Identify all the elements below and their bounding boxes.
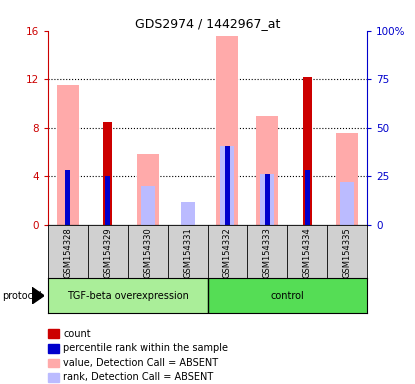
Text: GSM154331: GSM154331 <box>183 227 192 278</box>
Bar <box>340 182 354 225</box>
Text: rank, Detection Call = ABSENT: rank, Detection Call = ABSENT <box>63 372 214 382</box>
Bar <box>261 174 274 225</box>
Bar <box>220 146 234 225</box>
Bar <box>141 186 154 225</box>
Bar <box>336 132 358 225</box>
Text: control: control <box>271 291 304 301</box>
Polygon shape <box>32 287 44 304</box>
Text: value, Detection Call = ABSENT: value, Detection Call = ABSENT <box>63 358 219 368</box>
Bar <box>181 202 195 225</box>
Bar <box>305 170 310 225</box>
Text: percentile rank within the sample: percentile rank within the sample <box>63 343 229 353</box>
Bar <box>208 278 367 313</box>
Title: GDS2974 / 1442967_at: GDS2974 / 1442967_at <box>135 17 280 30</box>
Text: GSM154334: GSM154334 <box>303 227 312 278</box>
Bar <box>57 85 79 225</box>
Bar <box>217 36 239 225</box>
Bar <box>65 170 70 225</box>
Bar <box>103 122 112 225</box>
Text: protocol: protocol <box>2 291 42 301</box>
Text: GSM154333: GSM154333 <box>263 227 272 278</box>
Text: count: count <box>63 329 91 339</box>
Bar <box>105 176 110 225</box>
Text: GSM154335: GSM154335 <box>343 227 352 278</box>
Text: TGF-beta overexpression: TGF-beta overexpression <box>67 291 188 301</box>
Bar <box>303 77 312 225</box>
Bar <box>225 146 230 225</box>
Bar <box>137 154 159 225</box>
Text: GSM154328: GSM154328 <box>63 227 72 278</box>
Bar <box>256 116 278 225</box>
Bar <box>48 278 208 313</box>
Bar <box>265 174 270 225</box>
Text: GSM154330: GSM154330 <box>143 227 152 278</box>
Text: GSM154329: GSM154329 <box>103 227 112 278</box>
Text: GSM154332: GSM154332 <box>223 227 232 278</box>
